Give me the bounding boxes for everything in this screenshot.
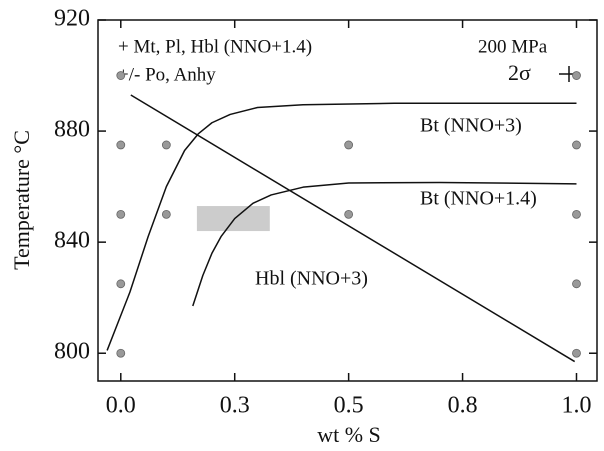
data-point (116, 140, 126, 150)
data-point (161, 140, 171, 150)
curve-label: Hbl (NNO+3) (255, 268, 368, 290)
y-tick-label: 800 (54, 339, 90, 365)
data-point (572, 209, 581, 219)
x-tick-label: 0.3 (220, 393, 250, 419)
data-point (161, 209, 171, 219)
data-point (116, 348, 126, 358)
y-tick-label: 880 (54, 117, 90, 143)
annotation: +/- Po, Anhy (118, 64, 216, 85)
curve-label: Bt (NNO+1.4) (420, 188, 537, 210)
curve (106, 102, 577, 351)
annotation: + Mt, Pl, Hbl (NNO+1.4) (118, 36, 312, 57)
data-point (116, 209, 126, 219)
x-axis-label: wt % S (317, 422, 381, 447)
y-tick-label: 920 (54, 6, 90, 32)
curve (130, 94, 576, 363)
data-point (572, 279, 581, 289)
data-point (116, 71, 126, 80)
data-point (344, 140, 354, 150)
curve-label: Bt (NNO+3) (420, 115, 522, 137)
y-tick-label: 840 (54, 228, 90, 254)
data-point (116, 279, 126, 289)
data-point (344, 209, 354, 219)
x-tick-label: 0.5 (334, 393, 364, 419)
y-axis-label: Temperature °C (9, 130, 34, 270)
x-tick-label: 0.0 (106, 393, 136, 419)
annotation: 200 MPa (478, 36, 548, 57)
data-point (572, 140, 581, 150)
data-point (572, 348, 581, 358)
x-tick-label: 1.0 (561, 393, 591, 419)
annotation: 2σ (508, 60, 531, 85)
plot-frame (97, 19, 598, 382)
data-point (572, 71, 581, 80)
curve (192, 181, 577, 307)
range-box (196, 206, 270, 232)
x-tick-label: 0.8 (448, 393, 478, 419)
